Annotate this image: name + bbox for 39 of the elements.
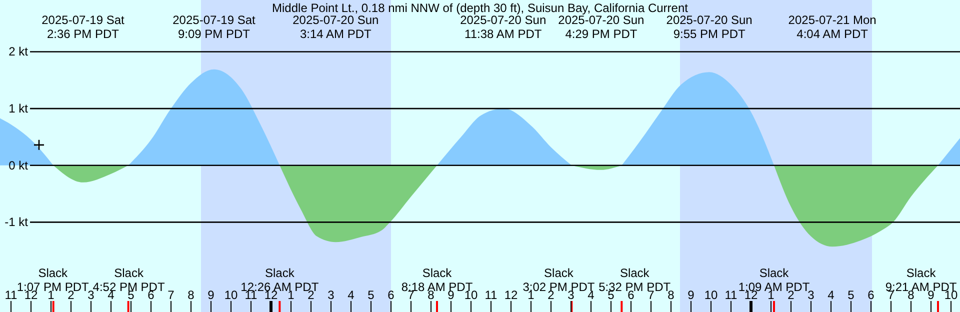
annotation: 2025-07-20 Sun 11:38 AM PDT [460,13,546,41]
x-tick-label: 9 [928,288,935,302]
x-tick-label: 7 [168,288,175,302]
y-tick-label: 1 kt [8,102,29,116]
x-tick-label: 6 [388,288,395,302]
annotation: 2025-07-20 Sun 3:14 AM PDT [292,13,379,41]
x-tick-label: 12 [504,288,518,302]
x-tick-label: 9 [688,288,695,302]
x-tick-label: 4 [828,288,835,302]
x-tick-label: 11 [484,288,498,302]
chart-title: Middle Point Lt., 0.18 nmi NNW of (depth 30 ft), Suisun Bay, California Current [272,1,689,15]
x-tick-label: 2 [68,288,75,302]
x-tick-label: 1 [48,288,55,302]
x-tick-label: 7 [648,288,655,302]
x-tick-label: 5 [368,288,375,302]
y-tick-label: 0 kt [8,158,29,172]
x-tick-label: 6 [868,288,875,302]
x-tick-label: 3 [88,288,95,302]
annotation: 2025-07-20 Sun 9:55 PM PDT [666,13,752,41]
annotation: 2025-07-19 Sat 2:36 PM PDT [42,13,126,41]
y-tick-label: 2 kt [8,44,29,59]
x-tick-label: 5 [848,288,855,302]
x-tick-label: 10 [704,288,718,302]
x-tick-label: 3 [808,288,815,302]
x-tick-label: 3 [568,288,575,302]
x-tick-label: 4 [588,288,595,302]
x-tick-label: 8 [188,288,195,302]
annotation: 2025-07-20 Sun 4:29 PM PDT [558,13,644,41]
x-tick-label: 10 [224,288,238,302]
x-tick-label: 4 [348,288,355,302]
x-tick-label: 9 [208,288,215,302]
x-tick-label: 11 [724,288,738,302]
annotation: 2025-07-19 Sat 9:09 PM PDT [172,13,256,41]
x-tick-label: 3 [328,288,335,302]
annotation: 2025-07-21 Mon 4:04 AM PDT [788,13,876,41]
x-tick-label: 8 [668,288,675,302]
y-tick-label: -1 kt [4,215,29,230]
x-tick-label: 9 [448,288,455,302]
x-tick-label: 11 [4,288,18,302]
